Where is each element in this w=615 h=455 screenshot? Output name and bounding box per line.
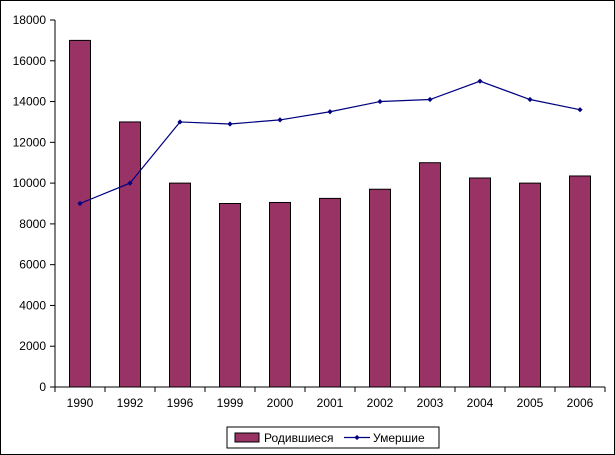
- line-point-2004: [477, 78, 483, 84]
- legend-swatch-bar: [234, 432, 260, 443]
- bar-1990: [69, 39, 91, 388]
- line-point-2006: [577, 107, 583, 113]
- y-tick-label: 18000: [13, 13, 47, 27]
- bar-2000: [269, 201, 291, 388]
- x-tick-label: 1990: [67, 396, 94, 410]
- x-tick-label: 1992: [117, 396, 144, 410]
- plot-area: 0 2000 4000 6000 8000 10000 12000 14000 16000 180…: [13, 13, 606, 410]
- legend-label-line: Умершие: [373, 431, 425, 445]
- bar-2002: [369, 188, 391, 388]
- bar-1992: [119, 121, 141, 388]
- x-tick-label: 2006: [567, 396, 594, 410]
- line-point-2002: [377, 98, 383, 105]
- y-tick-label: 10000: [13, 176, 47, 190]
- y-tick-label: 6000: [19, 258, 46, 272]
- line-series: [79, 80, 581, 205]
- legend-label-bar: Родившиеся: [264, 431, 333, 445]
- bar-2006: [569, 175, 591, 388]
- bar-1999: [219, 203, 241, 388]
- line-point-2000: [277, 117, 283, 123]
- line-point-2003: [427, 96, 433, 103]
- x-tick-label: 1996: [167, 396, 194, 410]
- y-tick-label: 4000: [19, 298, 46, 312]
- y-tick-label: 12000: [13, 135, 47, 149]
- y-tick-label: 0: [39, 380, 46, 394]
- line-point-1992: [127, 180, 133, 186]
- y-tick-label: 2000: [19, 339, 46, 353]
- bar-2003: [419, 162, 441, 388]
- bar-1996: [169, 182, 191, 388]
- legend-box: [226, 426, 440, 449]
- bar-2001: [319, 197, 341, 388]
- line-point-1999: [227, 121, 233, 127]
- line-point-2001: [327, 109, 333, 115]
- line-point-1996: [177, 119, 183, 125]
- x-tick-label: 2004: [467, 396, 494, 410]
- x-tick-label: 2002: [367, 396, 394, 410]
- y-tick-label: 16000: [13, 54, 47, 68]
- x-tick-label: 2000: [267, 396, 294, 410]
- line-point-1990: [77, 200, 83, 207]
- x-tick-label: 1999: [217, 396, 244, 410]
- y-tick-label: 14000: [13, 95, 47, 109]
- legend-swatch-marker: [354, 434, 360, 441]
- x-tick-label: 2001: [317, 396, 344, 410]
- y-tick-label: 8000: [19, 217, 46, 231]
- bar-2004: [469, 177, 491, 388]
- legend: Родившиеся Умершие: [226, 426, 440, 449]
- x-tick-label: 2003: [417, 396, 444, 410]
- bar-2005: [519, 182, 541, 388]
- line-point-2005: [527, 96, 533, 103]
- x-tick-label: 2005: [517, 396, 544, 410]
